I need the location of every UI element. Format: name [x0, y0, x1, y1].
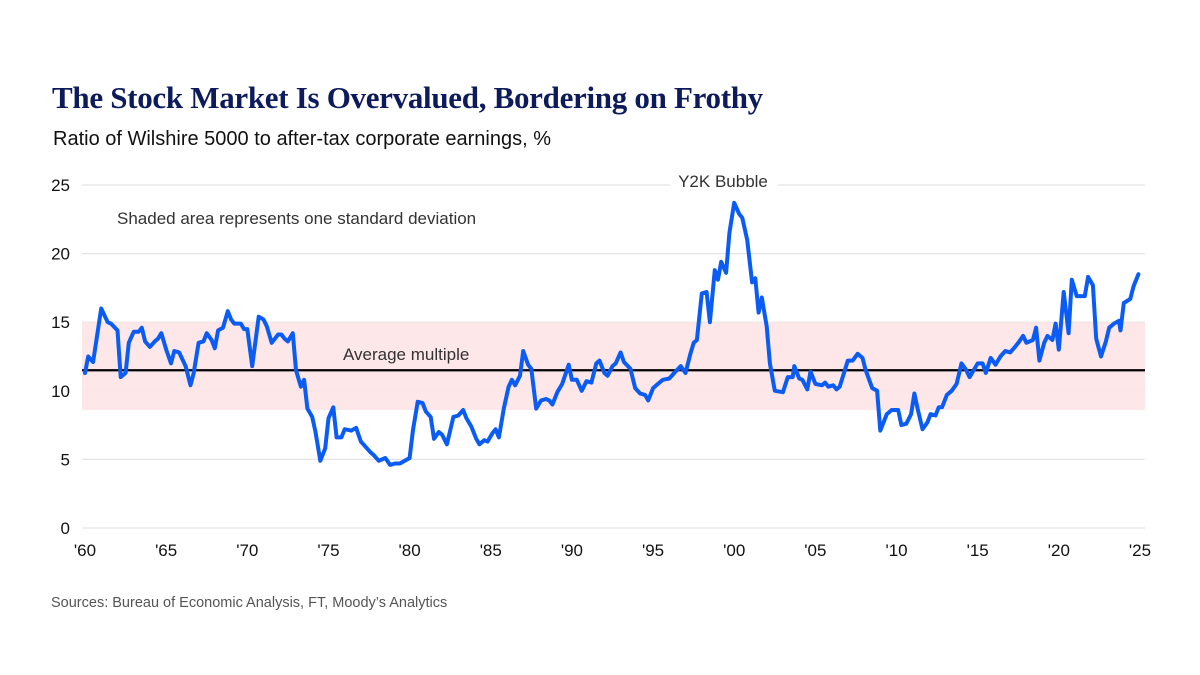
x-tick-label: '70: [236, 541, 258, 560]
chart-subtitle: Ratio of Wilshire 5000 to after-tax corp…: [53, 128, 552, 150]
y-axis-ticks: 0 5 10 15 20 25: [51, 176, 70, 538]
x-tick-label: '65: [155, 541, 177, 560]
band-note-annotation: Shaded area represents one standard devi…: [117, 209, 476, 228]
average-multiple-label: Average multiple: [343, 345, 469, 364]
y2k-bubble-annotation: Y2K Bubble: [678, 172, 768, 191]
y-tick-label: 0: [61, 519, 70, 538]
peak-label-background: [670, 178, 778, 192]
x-tick-label: '75: [317, 541, 339, 560]
x-tick-label: '85: [480, 541, 502, 560]
x-tick-label: '90: [561, 541, 583, 560]
y-tick-label: 5: [61, 450, 70, 469]
x-axis-ticks: '60 '65 '70 '75 '80 '85 '90 '95 '00 '05 '10 '15 '20 '…: [74, 541, 1151, 560]
x-tick-label: '00: [723, 541, 745, 560]
x-tick-label: '10: [885, 541, 907, 560]
chart-title: The Stock Market Is Overvalued, Borderin…: [52, 80, 763, 115]
y-tick-label: 10: [51, 382, 70, 401]
y-tick-label: 20: [51, 245, 70, 264]
series-line: [83, 200, 1141, 467]
x-tick-label: '05: [804, 541, 826, 560]
x-tick-label: '15: [967, 541, 989, 560]
y-tick-label: 15: [51, 313, 70, 332]
x-tick-label: '80: [399, 541, 421, 560]
y-tick-label: 25: [51, 176, 70, 195]
x-tick-label: '20: [1048, 541, 1070, 560]
x-tick-label: '95: [642, 541, 664, 560]
source-note: Sources: Bureau of Economic Analysis, FT…: [51, 595, 448, 611]
x-tick-label: '25: [1129, 541, 1151, 560]
x-tick-label: '60: [74, 541, 96, 560]
